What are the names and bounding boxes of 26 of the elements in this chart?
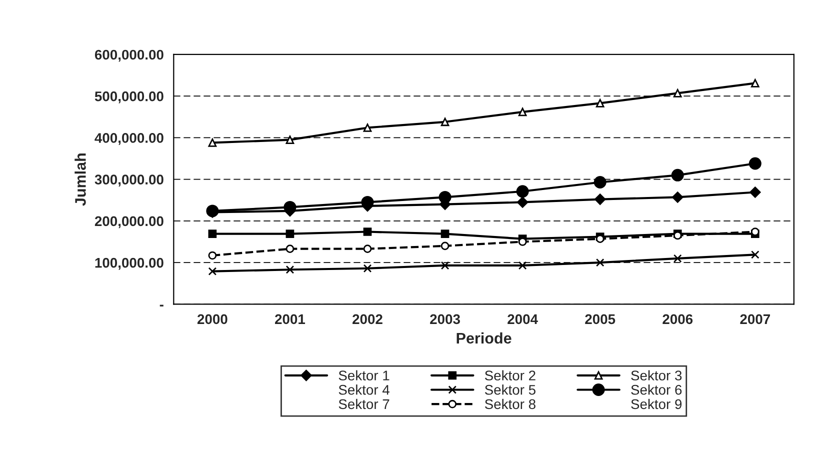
x-tick-label: 2002 bbox=[352, 314, 382, 324]
y-tick-label: 200,000.00 bbox=[94, 216, 164, 228]
x-tick-label: 2000 bbox=[197, 314, 228, 324]
y-tick-label: 600,000.00 bbox=[94, 50, 164, 62]
legend-label: Sektor 1 bbox=[338, 370, 390, 380]
x-tick-label: 2007 bbox=[740, 314, 770, 324]
legend-label: Sektor 3 bbox=[631, 370, 682, 380]
y-tick-label: 300,000.00 bbox=[94, 174, 164, 187]
legend-label: Sektor 7 bbox=[338, 398, 390, 410]
y-tick-label: 500,000.00 bbox=[94, 91, 164, 104]
x-tick-label: 2005 bbox=[585, 314, 616, 324]
y-axis-title: Jumlah bbox=[74, 154, 86, 206]
y-tick-label: - bbox=[160, 304, 164, 306]
legend-label: Sektor 8 bbox=[484, 398, 536, 410]
x-tick-label: 2006 bbox=[662, 314, 693, 324]
legend-label: Sektor 6 bbox=[631, 384, 682, 395]
x-tick-label: 2001 bbox=[275, 314, 306, 324]
x-tick-label: 2003 bbox=[430, 314, 460, 324]
y-tick-label: 400,000.00 bbox=[94, 133, 164, 145]
x-tick-label: 2004 bbox=[508, 314, 538, 324]
legend-label: Sektor 5 bbox=[484, 384, 536, 395]
legend-label: Sektor 9 bbox=[631, 398, 682, 410]
legend-label: Sektor 2 bbox=[484, 370, 536, 380]
x-axis-title: Periode bbox=[456, 332, 512, 344]
y-tick-label: 100,000.00 bbox=[95, 258, 164, 270]
legend-label: Sektor 4 bbox=[338, 384, 390, 395]
